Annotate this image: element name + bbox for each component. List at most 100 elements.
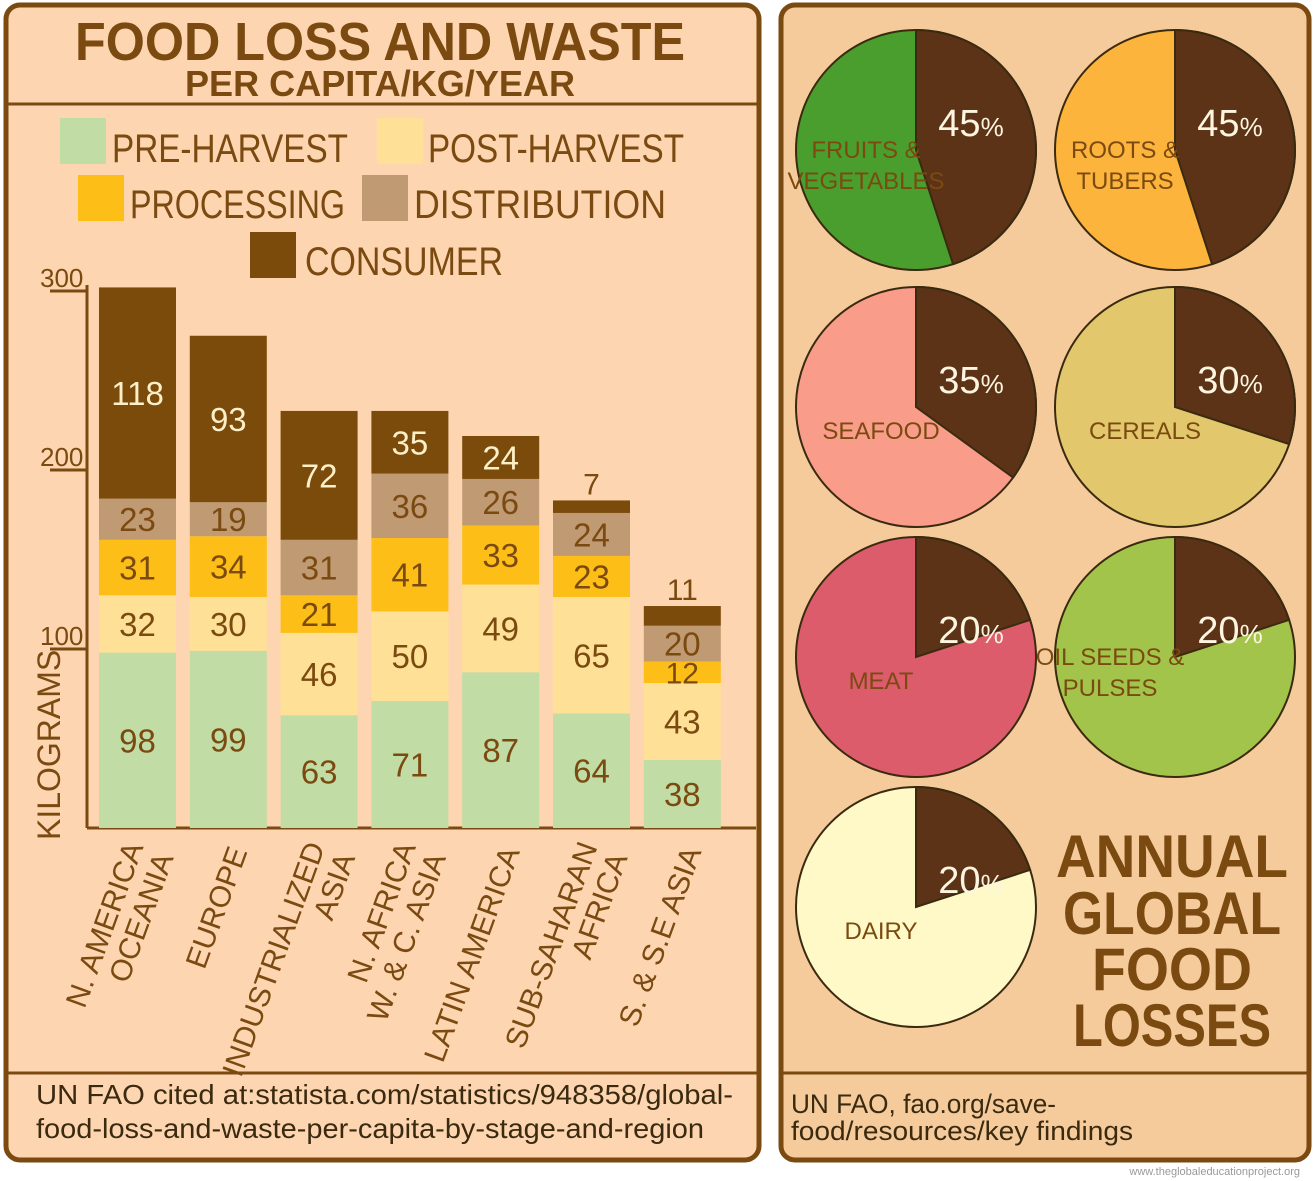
data-label: 21 [301, 596, 338, 633]
bar-segment-distribution [99, 498, 176, 540]
pie-slice-loss [915, 535, 1032, 659]
y-tick-label: 100 [40, 621, 83, 651]
legend-label: PROCESSING [130, 183, 345, 227]
percent-sign: % [1240, 112, 1263, 142]
pie-category-label-line: FRUITS & [811, 137, 920, 164]
bar-segment-pre-harvest [643, 759, 721, 828]
pie-roots-tubers: 45% ROOTS & TUBERS [1054, 28, 1296, 271]
bar-segment-distribution [643, 625, 721, 662]
pie-category-label: SEAFOOD [822, 418, 939, 445]
data-label: 93 [210, 401, 247, 438]
legend-swatch-distribution [362, 175, 408, 221]
data-label: 49 [482, 610, 519, 647]
source-left-line2: food-loss-and-waste-per-capita-by-stage-… [36, 1113, 704, 1144]
chart-subtitle: PER CAPITA/KG/YEAR [185, 63, 575, 104]
bar-segment-pre-harvest [99, 652, 176, 828]
pie-dairy: 20% DAIRY [795, 785, 1037, 1028]
pie-fruits-vegetables: 45% FRUITS & VEGETABLES [788, 28, 1037, 271]
bar-segment-distribution [371, 473, 449, 539]
data-label: 32 [119, 606, 156, 643]
bar-segment-post-harvest [553, 597, 630, 714]
data-label: 35 [392, 424, 429, 461]
data-label: 7 [583, 468, 600, 501]
bar-segment-processing [553, 555, 630, 598]
legend-label: CONSUMER [305, 240, 503, 284]
right-title-line: ANNUAL [1056, 823, 1288, 890]
pie-category-label-line: MEAT [849, 668, 914, 695]
bar-segment-distribution [280, 539, 358, 596]
right-title-line: FOOD [1092, 936, 1252, 1003]
legend: PRE-HARVEST POST-HARVEST PROCESSING DISTRIB… [60, 118, 684, 284]
data-label: 71 [392, 746, 429, 783]
pie-category-label-line: PULSES [1063, 675, 1158, 702]
right-title: ANNUAL GLOBAL FOOD LOSSES [1056, 823, 1288, 1059]
data-label: 12 [666, 657, 699, 690]
bar-segment-distribution [189, 502, 267, 537]
pie-category-label-line: TUBERS [1076, 168, 1173, 195]
percent-value: 20 [938, 610, 980, 652]
data-label: 99 [210, 721, 247, 758]
bar-segment-consumer [371, 410, 449, 474]
data-label: 36 [392, 488, 429, 525]
bar-segment-pre-harvest [189, 650, 267, 828]
data-label: 50 [392, 638, 429, 675]
legend-swatch-processing [78, 175, 124, 221]
pie-slice-loss [915, 28, 1037, 266]
data-label: 30 [210, 606, 247, 643]
percent-sign: % [981, 112, 1004, 142]
pie-category-label-line: SEAFOOD [822, 418, 939, 445]
pie-percent-label: 20% [1197, 610, 1262, 652]
pie-category-label-line: ROOTS & [1071, 137, 1179, 164]
pie-category-label: ROOTS & TUBERS [1071, 137, 1179, 195]
data-label: 26 [482, 484, 519, 521]
bar-segment-post-harvest [99, 595, 176, 653]
data-label: 41 [392, 557, 429, 594]
watermark: www.theglobaleducationproject.org [1128, 1166, 1300, 1178]
bar-segment-consumer [189, 335, 267, 503]
bar-segment-post-harvest [371, 611, 449, 701]
percent-sign: % [981, 869, 1004, 899]
data-label: 63 [301, 754, 338, 791]
pie-category-label-line: CEREALS [1089, 418, 1201, 445]
pie-category-label: CEREALS [1089, 418, 1201, 445]
data-label: 64 [573, 753, 610, 790]
right-title-line: GLOBAL [1063, 880, 1281, 947]
chart-title: FOOD LOSS AND WASTE [75, 12, 685, 72]
y-tick-label: 300 [40, 263, 83, 293]
source-left-line1: UN FAO cited at:statista.com/statistics/… [36, 1079, 733, 1110]
percent-value: 35 [938, 360, 980, 402]
data-label: 20 [664, 626, 701, 663]
percent-sign: % [981, 369, 1004, 399]
percent-value: 20 [1197, 610, 1239, 652]
legend-swatch-post-harvest [377, 118, 423, 164]
pie-percent-label: 35% [938, 360, 1003, 402]
bar-segment-post-harvest [280, 632, 358, 716]
pie-slice-loss [915, 785, 1032, 909]
legend-label: PRE-HARVEST [112, 127, 348, 171]
pie-meat: 20% MEAT [795, 535, 1037, 778]
pie-percent-label: 30% [1197, 360, 1262, 402]
data-label: 24 [482, 439, 519, 476]
pie-category-label: MEAT [849, 668, 914, 695]
bar-segment-post-harvest [643, 683, 721, 760]
data-label: 31 [119, 550, 156, 587]
legend-swatch-consumer [250, 232, 296, 278]
bar-segment-consumer [280, 410, 358, 540]
pie-slice-loss [1174, 285, 1296, 446]
bar-segment-pre-harvest [280, 715, 358, 828]
data-label: 33 [482, 537, 519, 574]
data-label: 23 [573, 559, 610, 596]
y-tick-label: 200 [40, 442, 83, 472]
bar-segment-post-harvest [189, 597, 267, 651]
data-label: 38 [664, 776, 701, 813]
legend-label: POST-HARVEST [428, 127, 684, 171]
percent-value: 45 [1197, 103, 1239, 145]
data-label: 11 [667, 574, 698, 607]
data-label: 31 [301, 550, 338, 587]
bar-segment-processing [189, 536, 267, 598]
pie-category-label-line: VEGETABLES [788, 168, 945, 195]
bar-segment-consumer [553, 500, 630, 513]
pie-cereals: 30% CEREALS [1054, 285, 1296, 528]
